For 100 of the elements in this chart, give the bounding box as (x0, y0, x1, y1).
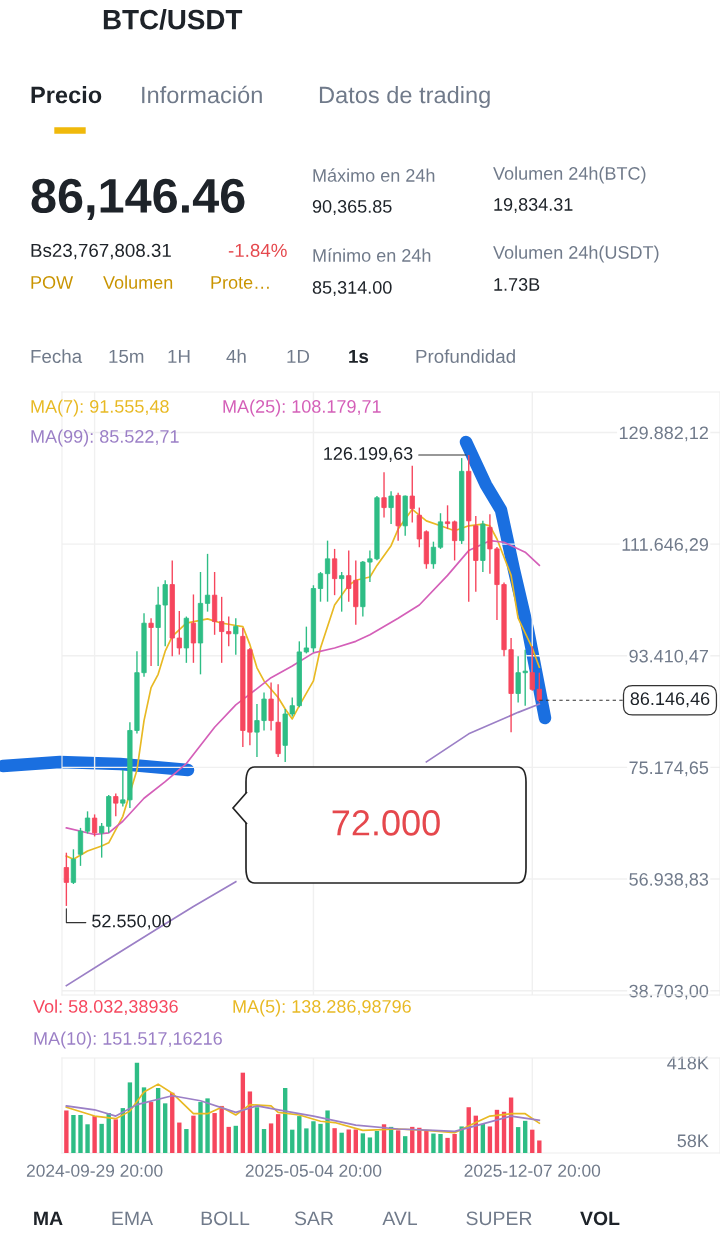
candlestick (63, 852, 69, 907)
text: BOLL (201, 1211, 250, 1226)
text: 85,314.00 (312, 281, 392, 296)
candlestick (233, 617, 239, 656)
candlestick (452, 519, 458, 562)
text: Precio (31, 86, 102, 104)
bar (403, 1136, 408, 1153)
bar (99, 1123, 104, 1153)
x-tick-label: 2025-05-04 20:00 (245, 1164, 382, 1177)
ref-line-label: 86.146,46 (630, 692, 710, 708)
bar (297, 1116, 302, 1153)
candlestick (317, 571, 324, 603)
text: -1.84% (228, 243, 287, 258)
bar (219, 1105, 224, 1153)
bar (346, 1129, 351, 1153)
candlestick (204, 553, 211, 613)
bar (339, 1132, 344, 1153)
bar (445, 1137, 450, 1153)
bar (395, 1130, 401, 1153)
text: 4h (226, 349, 246, 363)
y-tick-label: 56.938,83 (629, 872, 709, 888)
bar (431, 1133, 436, 1153)
text: Volumen 24h(USDT) (493, 245, 659, 263)
bar (64, 1110, 69, 1153)
candlestick (416, 506, 422, 548)
text: MA (34, 1211, 63, 1226)
candlestick (388, 490, 394, 525)
y-tick-label: 111.646,29 (622, 538, 709, 553)
candlestick (113, 792, 119, 818)
annotation: 72.000 (332, 810, 440, 836)
candlestick (409, 465, 415, 524)
bar (530, 1129, 535, 1153)
candlestick (430, 540, 437, 570)
text: Fecha (31, 349, 83, 364)
text: Bs23,767,808.31 (31, 243, 171, 260)
bar (304, 1128, 309, 1153)
bar (233, 1125, 238, 1153)
candlestick (84, 810, 91, 835)
candlestick (268, 681, 274, 732)
candlestick (381, 471, 387, 519)
candlestick (324, 539, 331, 603)
bar (254, 1107, 260, 1153)
bar (191, 1115, 196, 1153)
bar (417, 1127, 422, 1153)
text: 15m (109, 349, 144, 364)
bar (212, 1113, 217, 1153)
bar (523, 1120, 528, 1153)
text: EMA (112, 1211, 154, 1226)
bar (163, 1103, 168, 1153)
bar (177, 1122, 182, 1153)
x-tick-label: 2024-09-29 20:00 (26, 1164, 163, 1177)
bar (268, 1123, 274, 1153)
bar (332, 1128, 337, 1153)
candlestick (148, 617, 154, 667)
candlestick (77, 827, 84, 867)
text: 1D (287, 349, 310, 363)
y-tick-label: 129.882,12 (619, 426, 708, 442)
bar (459, 1126, 464, 1153)
bar (318, 1123, 323, 1153)
candlestick (190, 593, 197, 664)
text: Profundidad (416, 349, 515, 364)
bar (353, 1129, 358, 1153)
bar (205, 1098, 210, 1153)
annotation: 52.550,00 (92, 914, 171, 930)
text: POW (31, 276, 74, 289)
text: Volumen 24h(BTC) (493, 166, 646, 184)
text: MA(99): 85.522,71 (31, 429, 179, 447)
bar (113, 1119, 118, 1153)
text: MA(5): 138.286,98796 (233, 999, 411, 1017)
text: Máximo en 24h (313, 168, 435, 182)
x-tick-label: 2025-12-07 20:00 (464, 1164, 601, 1177)
bar (261, 1129, 267, 1153)
bar (275, 1114, 281, 1153)
text: 1H (168, 349, 190, 363)
bar (290, 1129, 295, 1153)
text: Información (142, 85, 262, 104)
text: 1s (349, 349, 369, 364)
text: SUPER (466, 1211, 532, 1226)
line-series (65, 1083, 541, 1134)
y-tick-label: 75.174,65 (629, 761, 709, 777)
bar (78, 1115, 83, 1153)
bar (92, 1116, 97, 1153)
bar (184, 1129, 189, 1153)
bar (71, 1115, 76, 1153)
bar (325, 1110, 330, 1153)
y-tick-label: 93.410,47 (629, 649, 708, 665)
annotation: 126.199,63 (324, 447, 413, 463)
bar (424, 1130, 429, 1153)
bar (537, 1140, 542, 1153)
text: Vol: 58.032,38936 (33, 999, 178, 1015)
bar (148, 1102, 154, 1153)
candlestick (303, 625, 309, 655)
candlestick (92, 813, 98, 838)
bar (311, 1121, 316, 1153)
text: Datos de trading (319, 86, 490, 109)
text: SAR (294, 1211, 334, 1226)
bar (198, 1102, 203, 1153)
chart-title: BTC/USDT (103, 9, 243, 30)
text: Mínimo en 24h (313, 248, 431, 262)
candlestick (444, 504, 451, 530)
